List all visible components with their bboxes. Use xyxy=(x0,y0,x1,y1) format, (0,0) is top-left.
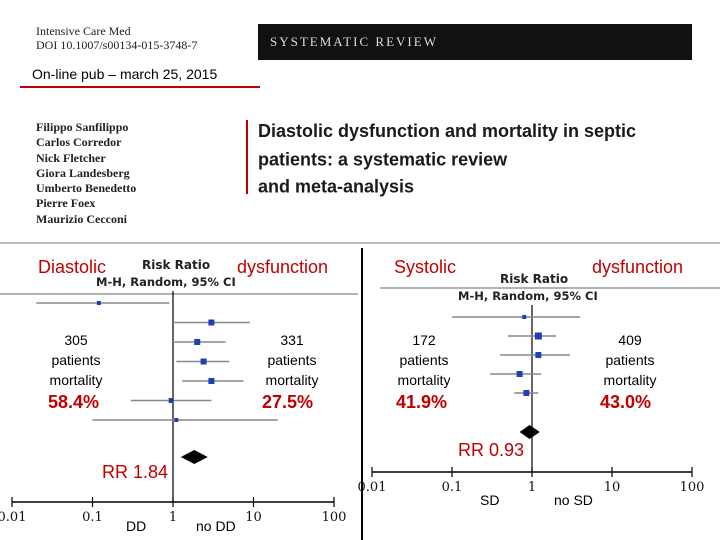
study-point xyxy=(516,371,523,377)
author: Nick Fletcher xyxy=(36,150,106,165)
study-point xyxy=(535,352,542,358)
x-tick-label: 1 xyxy=(169,510,177,525)
author: Maurizio Cecconi xyxy=(36,211,127,226)
x-tick-label: 0.1 xyxy=(442,480,463,495)
no-sd-mortality-pct: 43.0% xyxy=(600,392,652,412)
no-dd-group-stats: 331 patients mortality xyxy=(252,330,332,390)
study-point xyxy=(208,319,215,326)
title-line: and meta-analysis xyxy=(258,175,415,197)
study-point xyxy=(194,339,201,345)
diastolic-forest-plot: Risk Ratio M-H, Random, 95% CI 0.01 0.1 1 10 1… xyxy=(0,258,358,525)
x-tick-label: 0.01 xyxy=(358,480,387,495)
dd-label1: patients xyxy=(51,352,101,368)
systolic-heading-left: Systolic xyxy=(394,257,457,277)
sd-group-stats: 172 patients mortality xyxy=(384,330,464,390)
pooled-estimate-diamond xyxy=(519,425,540,439)
study-point xyxy=(523,390,530,396)
sd-label2: mortality xyxy=(397,372,451,388)
dd-label2: mortality xyxy=(49,372,103,388)
author: Filippo Sanfilippo xyxy=(36,120,129,134)
title-accent-bar xyxy=(246,120,248,194)
dd-group-stats: 305 patients mortality xyxy=(36,330,116,390)
dd-axis-label: DD xyxy=(126,518,147,534)
journal-citation: Intensive Care Med DOI 10.1007/s00134-01… xyxy=(36,24,197,52)
journal-name: Intensive Care Med xyxy=(36,24,131,38)
diastolic-heading-right: dysfunction xyxy=(237,257,329,277)
diastolic-pooled-rr: RR 1.84 xyxy=(102,462,169,482)
author: Pierre Foex xyxy=(36,196,96,211)
x-tick-label: 1 xyxy=(528,480,536,495)
x-tick-label: 100 xyxy=(322,510,347,525)
dd-mortality-pct: 58.4% xyxy=(48,392,100,412)
x-tick-label: 10 xyxy=(245,510,262,525)
no-dd-mortality-pct: 27.5% xyxy=(262,392,314,412)
no-sd-label1: patients xyxy=(605,352,655,368)
no-dd-label1: patients xyxy=(267,352,317,368)
x-tick-label: 100 xyxy=(680,480,705,495)
dd-count: 305 xyxy=(64,332,88,348)
study-point xyxy=(200,358,207,365)
author: Umberto Benedetto xyxy=(36,181,137,196)
x-tick-label: 0.01 xyxy=(0,510,26,525)
journal-doi: DOI 10.1007/s00134-015-3748-7 xyxy=(36,38,198,52)
systolic-pooled-rr: RR 0.93 xyxy=(458,440,525,460)
no-sd-label2: mortality xyxy=(603,372,657,388)
forest-plots: Risk Ratio M-H, Random, 95% CI 0.01 0.1 1 10 1… xyxy=(0,258,720,525)
systolic-heading-right: dysfunction xyxy=(592,257,684,277)
title-line: patients: a systematic review xyxy=(258,147,508,169)
sd-mortality-pct: 41.9% xyxy=(396,392,448,412)
plot-subtitle: M-H, Random, 95% CI xyxy=(458,289,598,303)
no-dd-count: 331 xyxy=(280,332,304,348)
study-point xyxy=(534,332,542,340)
section-divider xyxy=(0,242,720,244)
plot-subtitle: M-H, Random, 95% CI xyxy=(96,275,236,289)
diastolic-heading-left: Diastolic xyxy=(38,257,107,277)
x-tick-label: 0.1 xyxy=(82,510,103,525)
author: Carlos Corredor xyxy=(36,135,122,150)
no-dd-axis-label: no DD xyxy=(196,518,236,534)
no-dd-label2: mortality xyxy=(265,372,319,388)
no-sd-count: 409 xyxy=(618,332,642,348)
publication-date: On-line pub – march 25, 2015 xyxy=(32,66,218,82)
author-list: Filippo Sanfilippo Carlos Corredor Nick … xyxy=(36,120,136,227)
systolic-forest-plot: Risk Ratio M-H, Random, 95% CI 0.01 0.1 1 10 1… xyxy=(358,272,720,495)
sd-count: 172 xyxy=(412,332,436,348)
study-point xyxy=(522,315,527,319)
x-tick-label: 10 xyxy=(604,480,621,495)
study-point xyxy=(208,378,215,384)
sd-label1: patients xyxy=(399,352,449,368)
no-sd-axis-label: no SD xyxy=(554,492,593,508)
article-type-banner: SYSTEMATIC REVIEW xyxy=(258,24,692,60)
study-point xyxy=(168,398,174,403)
study-point xyxy=(96,301,101,305)
no-sd-group-stats: 409 patients mortality xyxy=(590,330,670,390)
plot-title: Risk Ratio xyxy=(142,258,210,272)
paper-title: Diastolic dysfunction and mortality in s… xyxy=(258,117,636,200)
author: Giora Landesberg xyxy=(36,165,130,180)
sd-axis-label: SD xyxy=(480,492,500,508)
title-line: Diastolic dysfunction and mortality in s… xyxy=(258,120,637,142)
pooled-estimate-diamond xyxy=(180,450,208,464)
date-underline xyxy=(20,86,260,88)
plot-title: Risk Ratio xyxy=(500,272,568,286)
panel-divider xyxy=(361,248,363,540)
study-point xyxy=(174,418,179,422)
